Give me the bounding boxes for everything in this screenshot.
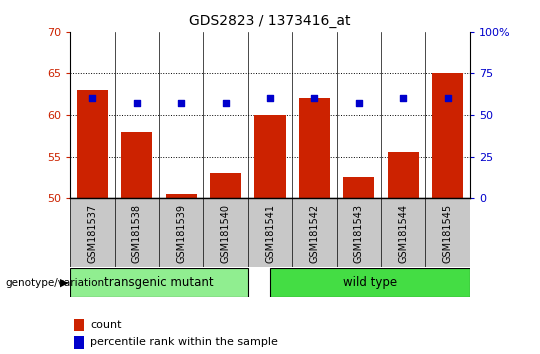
FancyBboxPatch shape [70, 268, 248, 297]
Title: GDS2823 / 1373416_at: GDS2823 / 1373416_at [189, 14, 351, 28]
Text: GSM181540: GSM181540 [221, 204, 231, 263]
Text: GSM181537: GSM181537 [87, 204, 97, 263]
Point [399, 96, 408, 101]
Bar [77, 90, 108, 198]
Text: GSM181543: GSM181543 [354, 204, 364, 263]
Point [221, 100, 230, 105]
Point [177, 100, 186, 105]
Text: transgenic mutant: transgenic mutant [104, 276, 214, 289]
Point [266, 96, 274, 101]
Point [88, 96, 97, 101]
Point [354, 100, 363, 105]
Text: count: count [90, 320, 122, 330]
FancyBboxPatch shape [270, 268, 470, 297]
Text: GSM181541: GSM181541 [265, 204, 275, 263]
Text: percentile rank within the sample: percentile rank within the sample [90, 337, 278, 347]
Text: wild type: wild type [343, 276, 397, 289]
Bar [74, 336, 84, 349]
Bar [210, 173, 241, 198]
Bar [74, 319, 84, 331]
Point [443, 96, 452, 101]
Text: genotype/variation: genotype/variation [5, 278, 105, 288]
Text: GSM181545: GSM181545 [443, 204, 453, 263]
Bar [388, 153, 418, 198]
Bar [299, 98, 330, 198]
Bar [122, 132, 152, 198]
Text: GSM181538: GSM181538 [132, 204, 142, 263]
Bar [254, 115, 286, 198]
Point [310, 96, 319, 101]
Text: GSM181542: GSM181542 [309, 204, 319, 263]
Text: ▶: ▶ [59, 278, 68, 288]
Text: GSM181539: GSM181539 [176, 204, 186, 263]
Bar [343, 177, 374, 198]
Text: GSM181544: GSM181544 [398, 204, 408, 263]
Bar [166, 194, 197, 198]
Point [132, 100, 141, 105]
Bar [432, 73, 463, 198]
